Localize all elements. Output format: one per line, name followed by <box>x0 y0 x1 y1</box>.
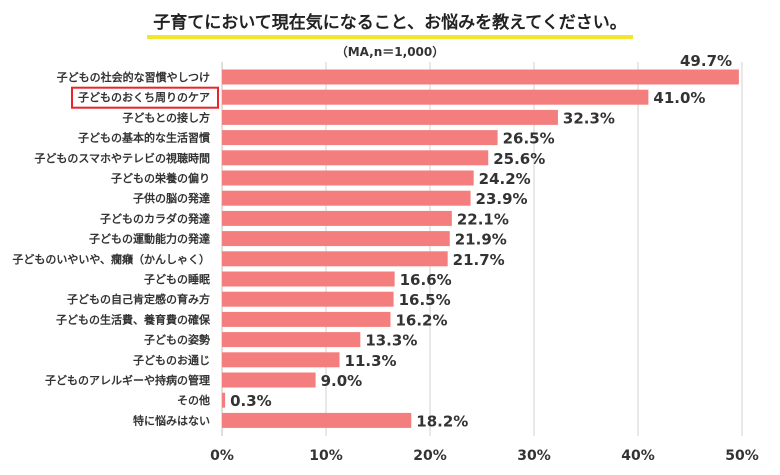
value-label: 11.3% <box>345 352 397 370</box>
category-label: 子どものカラダの発達 <box>100 211 210 225</box>
category-label: 子どものおくち周りのケア <box>78 91 210 104</box>
bar <box>222 291 394 307</box>
value-label: 21.9% <box>455 231 507 249</box>
x-tick-label: 10% <box>309 448 343 464</box>
bar <box>222 130 498 146</box>
category-label: 子どもの睡眠 <box>144 272 210 286</box>
x-tick-label: 30% <box>517 448 551 464</box>
value-label: 21.7% <box>453 251 505 269</box>
value-label: 23.9% <box>476 190 528 208</box>
bar <box>222 231 450 247</box>
value-label: 9.0% <box>321 372 363 390</box>
x-tick-label: 40% <box>621 448 655 464</box>
category-label: 子どもの基本的な生活習慣 <box>78 131 210 145</box>
category-label: 子どもの栄養の偏り <box>111 171 210 185</box>
bar <box>222 352 340 368</box>
bar <box>222 372 316 388</box>
bar <box>222 69 739 85</box>
value-label: 41.0% <box>653 89 705 107</box>
category-labels: 子どもの社会的な習慣やしつけ子どものおくち周りのケア子どもとの接し方子どもの基本… <box>12 70 211 427</box>
category-label: 子どもの社会的な習慣やしつけ <box>57 70 210 84</box>
chart-title: 子育てにおいて現在気になること、お悩みを教えてください。 <box>147 8 633 39</box>
category-label: 子どものお通じ <box>133 354 210 367</box>
category-label: 子どものスマホやテレビの視聴時間 <box>34 151 210 165</box>
category-label: 子どもとの接し方 <box>122 110 210 124</box>
category-label: 特に悩みはない <box>133 413 210 427</box>
x-tick-label: 0% <box>210 448 234 464</box>
bar <box>222 89 649 105</box>
value-label: 25.6% <box>493 150 545 168</box>
bar-series <box>222 69 739 428</box>
value-label: 16.5% <box>399 291 451 309</box>
bar <box>222 412 412 428</box>
value-label: 49.7% <box>680 52 732 70</box>
value-label: 13.3% <box>365 332 417 350</box>
category-label: 子供の脳の発達 <box>133 191 210 205</box>
category-label: 子どものアレルギーや持病の管理 <box>45 373 210 387</box>
bar <box>222 251 448 267</box>
x-axis-ticks: 0% 10% 20% 30% 40% 50% <box>210 448 759 464</box>
bar <box>222 109 558 125</box>
bar <box>222 210 452 226</box>
value-label: 22.1% <box>457 210 509 228</box>
value-labels: 49.7% 41.0% 32.3% 26.5% 25.6% 24.2% 23.9% 22.1%… <box>230 52 732 430</box>
category-label: 子どもの姿勢 <box>144 333 210 347</box>
highlight-box <box>71 86 219 109</box>
bar <box>222 170 474 186</box>
value-label: 16.2% <box>395 311 447 329</box>
chart-subtitle: （MA,n＝1,000） <box>335 45 445 59</box>
value-label: 18.2% <box>416 412 468 430</box>
chart-title-container: 子育てにおいて現在気になること、お悩みを教えてください。 <box>0 8 780 39</box>
value-label: 32.3% <box>563 109 615 127</box>
bar <box>222 271 395 287</box>
x-tick-label: 20% <box>413 448 447 464</box>
bar <box>222 332 361 348</box>
bar <box>222 150 489 166</box>
category-label: 子どもの自己肯定感の育み方 <box>67 292 210 306</box>
value-label: 16.6% <box>400 271 452 289</box>
value-label: 24.2% <box>479 170 531 188</box>
category-label: 子どもの生活費、養育費の確保 <box>56 312 211 326</box>
value-label: 26.5% <box>503 130 555 148</box>
bar <box>222 190 471 206</box>
category-label: その他 <box>177 393 210 407</box>
category-label: 子どものいやいや、癇癪（かんしゃく） <box>12 252 210 266</box>
bar <box>222 311 391 327</box>
x-tick-label: 50% <box>725 448 759 464</box>
value-label: 0.3% <box>230 392 272 410</box>
bar <box>222 392 226 408</box>
category-label: 子どもの運動能力の発達 <box>89 232 210 246</box>
